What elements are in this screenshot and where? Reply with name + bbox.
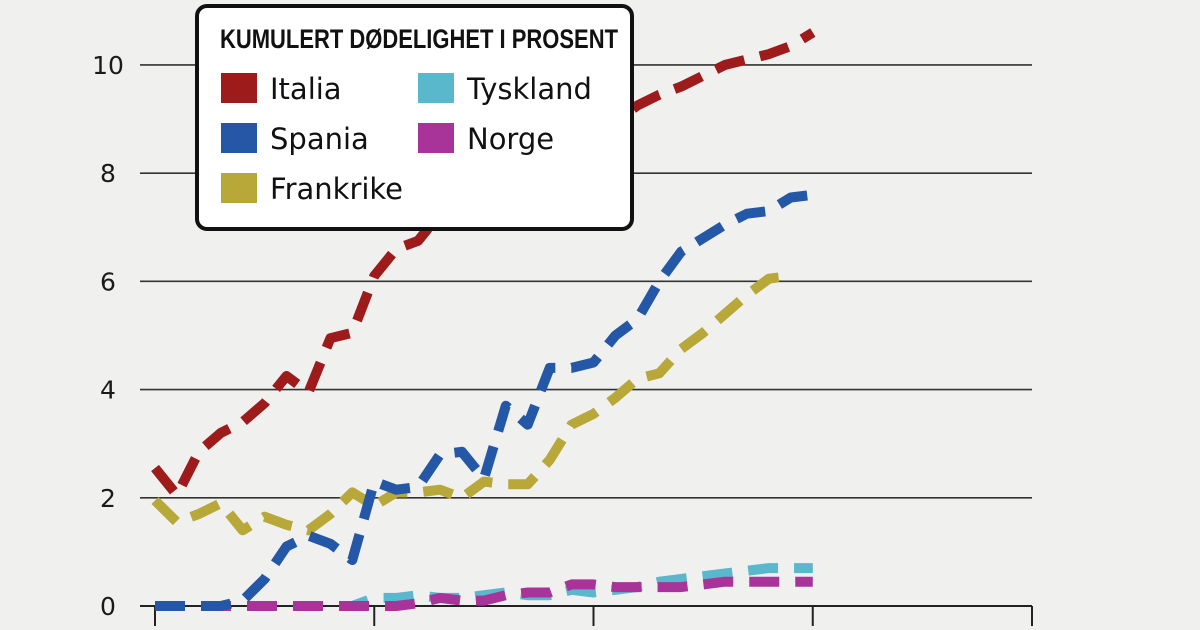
series-line-spania: [155, 189, 814, 611]
y-tick-label: 10: [92, 51, 124, 80]
series-line-frankrike: [151, 270, 792, 536]
legend-box: [195, 4, 634, 231]
series-line-norge: [155, 576, 813, 611]
legend-label-tyskland: Tyskland: [466, 72, 592, 106]
y-tick-label: 6: [100, 267, 116, 296]
legend-title: KUMULERT DØDELIGHET I PROSENT: [220, 24, 618, 54]
legend-swatch-tyskland: [418, 73, 454, 103]
series-lines: [151, 28, 816, 611]
legend-label-spania: Spania: [270, 122, 369, 156]
legend-label-frankrike: Frankrike: [270, 172, 403, 206]
legend-swatch-norge: [418, 123, 454, 153]
legend-swatch-spania: [221, 123, 257, 153]
legend: KUMULERT DØDELIGHET I PROSENT Italia Tys…: [195, 4, 634, 231]
y-tick-label: 8: [100, 159, 116, 188]
legend-swatch-italia: [221, 73, 257, 103]
y-tick-label: 2: [100, 484, 116, 513]
y-tick-label: 4: [100, 376, 116, 405]
legend-label-norge: Norge: [467, 122, 554, 156]
legend-label-italia: Italia: [270, 72, 342, 106]
legend-swatch-frankrike: [221, 173, 257, 203]
y-tick-label: 0: [100, 592, 116, 621]
